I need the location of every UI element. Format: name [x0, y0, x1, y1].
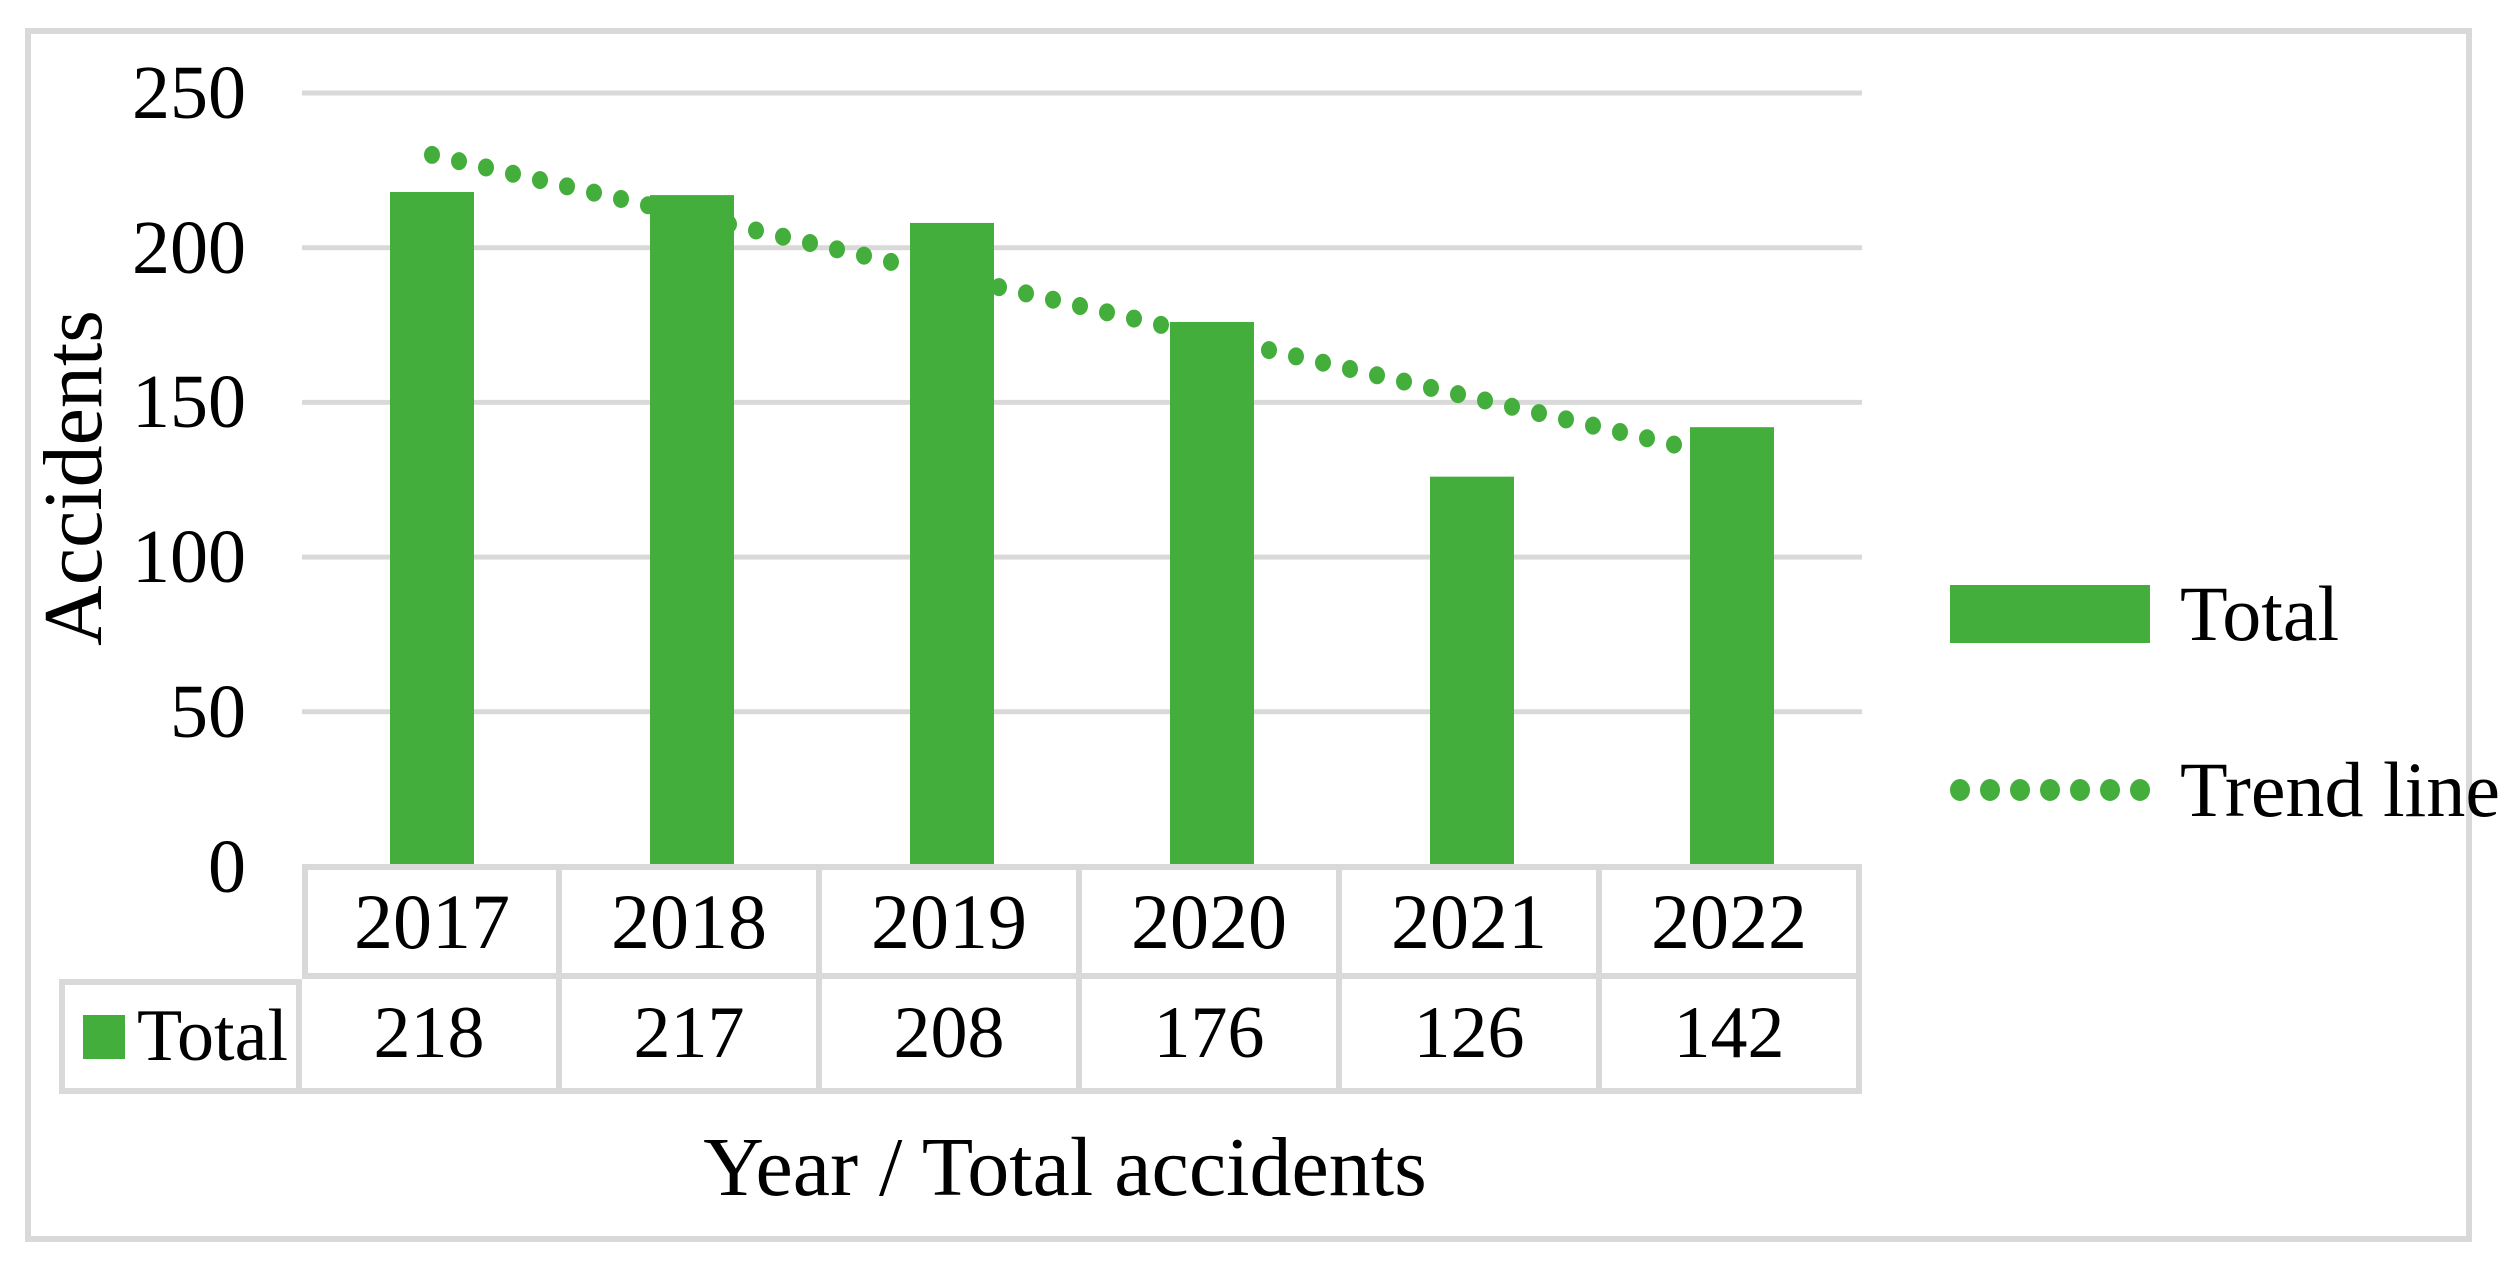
- table-year-cell-2020: 2020: [1082, 864, 1342, 979]
- table-row-header-label: Total: [137, 995, 288, 1077]
- y-tick-label-50: 50: [170, 669, 246, 754]
- trendline-dot: [1477, 391, 1493, 410]
- trendline-dot: [775, 227, 791, 246]
- table-value-cell-2022: 142: [1602, 979, 1862, 1094]
- trendline-dot: [1531, 404, 1547, 423]
- y-tick-label-200: 200: [132, 205, 246, 290]
- legend-dot-icon: [2040, 779, 2060, 801]
- trendline-dot: [1153, 315, 1169, 334]
- bar-2020: [1170, 321, 1254, 869]
- trendline-dot: [424, 145, 440, 164]
- legend-dot-icon: [1950, 779, 1970, 801]
- trendline-dot: [829, 240, 845, 259]
- legend-dot-icon: [2100, 779, 2120, 801]
- trendline-dot: [451, 152, 467, 171]
- trendline-dot: [613, 189, 629, 208]
- trendline-dot: [1018, 284, 1034, 303]
- trendline-dot: [991, 278, 1007, 297]
- trendline-dot: [1396, 372, 1412, 391]
- trendline-dot: [883, 252, 899, 271]
- table-year-cell-2019: 2019: [822, 864, 1082, 979]
- table-corner-cell: [59, 864, 302, 979]
- legend-dot-icon: [2010, 779, 2030, 801]
- chart-outer-frame: [25, 28, 2472, 1242]
- trendline-dot: [1072, 297, 1088, 316]
- table-value-cell-2018: 217: [562, 979, 822, 1094]
- legend-label-trendline: Trend line: [2180, 746, 2500, 833]
- trendline-dot: [1261, 341, 1277, 360]
- legend-item-trendline: Trend line: [1950, 750, 2500, 830]
- trendline-dot: [559, 177, 575, 196]
- bar-2021: [1430, 476, 1514, 869]
- trendline-dot: [1288, 347, 1304, 366]
- trendline-dot: [532, 171, 548, 190]
- trendline-dot: [1666, 435, 1682, 454]
- trendline-dot: [1639, 429, 1655, 448]
- trendline-dot: [1369, 366, 1385, 385]
- trendline-dot: [505, 164, 521, 183]
- series-key-icon: [83, 1014, 125, 1059]
- trendline-dot: [1126, 309, 1142, 328]
- table-value-cell-2020: 176: [1082, 979, 1342, 1094]
- trendline-dot: [1450, 385, 1466, 404]
- table-row-header: Total: [59, 979, 302, 1094]
- y-tick-label-0: 0: [208, 824, 246, 909]
- table-value-cell-2021: 126: [1342, 979, 1602, 1094]
- bar-swatch-icon: [1950, 585, 2150, 643]
- legend-dot-icon: [1980, 779, 2000, 801]
- y-tick-label-100: 100: [132, 515, 246, 600]
- bar-2017: [390, 192, 474, 869]
- trendline-dot: [1612, 422, 1628, 441]
- trendline-dot: [1342, 359, 1358, 378]
- trendline-dot: [1315, 353, 1331, 372]
- bar-2018: [650, 195, 734, 869]
- table-value-cell-2019: 208: [822, 979, 1082, 1094]
- y-tick-label-150: 150: [132, 360, 246, 445]
- x-axis-title: Year / Total accidents: [703, 1121, 1427, 1214]
- data-table: 2017 2018 2019 2020 2021 2022 Total 218 217 208 17…: [59, 864, 1862, 1094]
- dotted-line-swatch-icon: [1950, 779, 2150, 801]
- legend-item-total: Total: [1950, 574, 2339, 654]
- trendline-dot: [1423, 378, 1439, 397]
- legend-label-total: Total: [2180, 570, 2340, 657]
- trendline-dot: [1504, 397, 1520, 416]
- table-year-cell-2018: 2018: [562, 864, 822, 979]
- table-value-cell-2017: 218: [302, 979, 562, 1094]
- trendline-dot: [802, 234, 818, 253]
- table-year-cell-2022: 2022: [1602, 864, 1862, 979]
- y-tick-label-250: 250: [132, 51, 246, 135]
- legend-dot-icon: [2130, 779, 2150, 801]
- trendline-dot: [1045, 290, 1061, 309]
- bar-2022: [1690, 427, 1774, 869]
- table-year-cell-2021: 2021: [1342, 864, 1602, 979]
- bar-2019: [910, 222, 994, 869]
- trendline-dot: [856, 246, 872, 265]
- trendline-dot: [1585, 416, 1601, 435]
- trendline-dot: [1099, 303, 1115, 322]
- y-axis-title: Accidents: [27, 310, 120, 646]
- trendline-dot: [748, 221, 764, 240]
- table-year-cell-2017: 2017: [302, 864, 562, 979]
- trendline-dot: [1558, 410, 1574, 429]
- trendline-dot: [586, 183, 602, 202]
- trendline-dot: [478, 158, 494, 177]
- legend-dot-icon: [2070, 779, 2090, 801]
